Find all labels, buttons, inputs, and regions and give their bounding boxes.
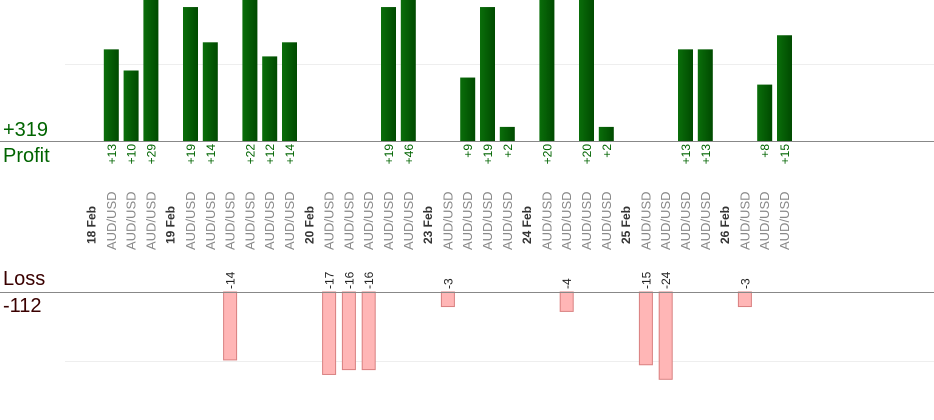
profit-bar: [777, 35, 792, 141]
pair-label: AUD/USD: [579, 191, 594, 250]
date-label: 20 Feb: [302, 206, 316, 244]
pair-label: AUD/USD: [757, 191, 772, 250]
pair-label: AUD/USD: [183, 191, 198, 250]
pair-label: AUD/USD: [143, 191, 158, 250]
pair-label: AUD/USD: [638, 191, 653, 250]
profit-bar: [242, 0, 258, 141]
profit-value-label: +2: [501, 144, 515, 158]
loss-bar: [361, 291, 376, 371]
profit-bar: [539, 0, 555, 141]
profit-bar: [282, 42, 297, 141]
pair-label: AUD/USD: [381, 191, 396, 250]
loss-value-label: -4: [560, 278, 574, 289]
pair-label: AUD/USD: [559, 191, 574, 250]
pair-label: AUD/USD: [124, 191, 139, 250]
profit-value-label: +15: [778, 144, 792, 165]
loss-bar: [638, 291, 653, 366]
loss-value-label: -15: [639, 271, 653, 289]
profit-bar: [262, 56, 278, 141]
profit-bar: [598, 126, 614, 141]
profit-value-label: +9: [461, 144, 475, 158]
loss-bar: [440, 291, 455, 308]
profit-value-label: +29: [144, 144, 158, 165]
pair-label: AUD/USD: [341, 191, 356, 250]
profit-value-label: +22: [243, 144, 257, 165]
loss-label: Loss: [3, 268, 46, 290]
loss-bar: [737, 291, 752, 308]
profit-value-label: +2: [600, 144, 614, 158]
profit-bar: [123, 70, 139, 141]
profit-total: +319: [3, 119, 49, 141]
pair-label: AUD/USD: [777, 191, 792, 250]
pair-label: AUD/USD: [698, 191, 713, 250]
pair-label: AUD/USD: [480, 191, 495, 250]
profit-bar: [480, 7, 495, 141]
profit-value-label: +20: [540, 144, 554, 165]
profit-bar: [202, 42, 218, 141]
date-label: 24 Feb: [520, 206, 534, 244]
profit-value-label: +8: [758, 144, 772, 158]
profit-value-label: +13: [699, 144, 713, 165]
profit-value-label: +14: [204, 144, 218, 165]
profit-bar: [143, 0, 159, 141]
loss-bar: [341, 291, 356, 371]
loss-bar: [559, 291, 574, 312]
profit-value-label: +13: [679, 144, 693, 165]
profit-value-label: +10: [125, 144, 139, 165]
profit-bar: [103, 49, 119, 141]
profit-bar: [678, 49, 693, 141]
pair-label: AUD/USD: [401, 191, 416, 250]
profit-bar: [757, 84, 773, 141]
loss-value-label: -3: [441, 278, 455, 289]
pair-label: AUD/USD: [737, 191, 752, 250]
profit-value-label: +46: [402, 144, 416, 165]
profit-value-label: +19: [184, 144, 198, 165]
profit-label: Profit: [3, 145, 50, 167]
pair-label: AUD/USD: [203, 191, 218, 250]
profit-value-label: +13: [105, 144, 119, 165]
date-label: 26 Feb: [718, 206, 732, 244]
profit-bar: [460, 77, 476, 141]
pair-label: AUD/USD: [658, 191, 673, 250]
loss-value-label: -16: [342, 271, 356, 289]
loss-value-label: -17: [323, 271, 337, 289]
pair-label: AUD/USD: [440, 191, 455, 250]
date-label: 19 Feb: [164, 206, 178, 244]
pair-label: AUD/USD: [599, 191, 614, 250]
pair-label: AUD/USD: [460, 191, 475, 250]
loss-bar: [658, 291, 673, 380]
pair-label: AUD/USD: [500, 191, 515, 250]
date-label: 18 Feb: [85, 206, 99, 244]
date-label: 25 Feb: [619, 206, 633, 244]
pair-label: AUD/USD: [242, 191, 257, 250]
profit-value-label: +19: [481, 144, 495, 165]
loss-bar: [322, 291, 337, 375]
loss-value-label: -3: [738, 278, 752, 289]
loss-value-label: -14: [224, 271, 238, 289]
loss-value-label: -16: [362, 271, 376, 289]
pair-label: AUD/USD: [361, 191, 376, 250]
profit-value-label: +20: [580, 144, 594, 165]
profit-bar: [183, 7, 198, 141]
pair-label: AUD/USD: [678, 191, 693, 250]
pair-label: AUD/USD: [104, 191, 119, 250]
loss-value-label: -24: [659, 271, 673, 289]
pair-label: AUD/USD: [282, 191, 297, 250]
loss-total: -112: [3, 295, 42, 317]
profit-value-label: +19: [382, 144, 396, 165]
loss-bar: [223, 291, 238, 361]
profit-bar: [579, 0, 594, 141]
profit-bar: [697, 49, 713, 141]
profit-value-label: +14: [283, 144, 297, 165]
profit-bar: [499, 126, 515, 141]
pair-label: AUD/USD: [322, 191, 337, 250]
profit-value-label: +12: [263, 144, 277, 165]
pair-label: AUD/USD: [539, 191, 554, 250]
date-label: 23 Feb: [421, 206, 435, 244]
profit-bar: [381, 7, 396, 141]
pair-label: AUD/USD: [262, 191, 277, 250]
pair-label: AUD/USD: [223, 191, 238, 250]
profit-bar: [400, 0, 416, 141]
